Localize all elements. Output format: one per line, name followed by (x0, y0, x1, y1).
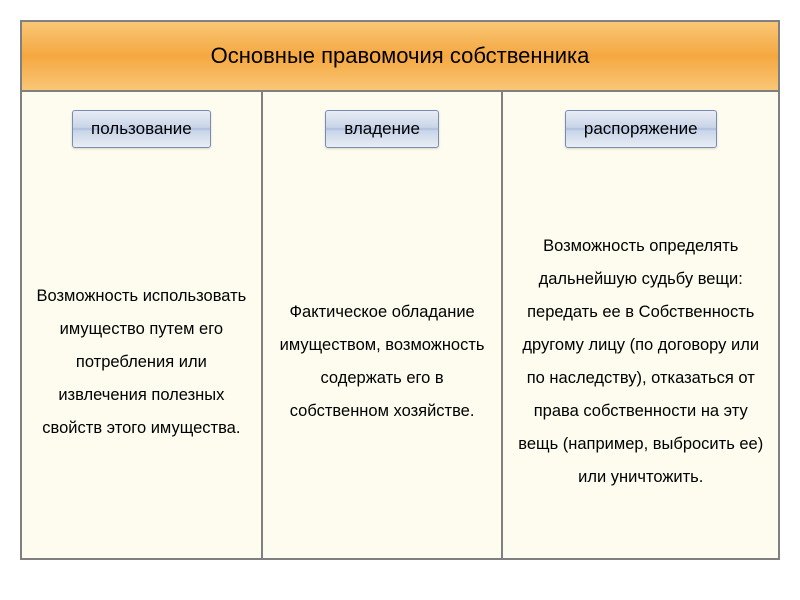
columns-container: пользование Возможность использовать иму… (22, 92, 778, 558)
header-label-possession: владение (325, 110, 439, 148)
body-text: Фактическое обладание имуществом, возмож… (277, 296, 488, 428)
title-text: Основные правомочия собственника (211, 43, 590, 69)
header-cell: владение (263, 92, 502, 166)
body-cell-possession: Фактическое обладание имуществом, возмож… (263, 166, 502, 558)
header-cell: распоряжение (503, 92, 778, 166)
body-text: Возможность использовать имущество путем… (36, 280, 247, 445)
column-disposal: распоряжение Возможность определять даль… (503, 92, 778, 558)
infographic-frame: Основные правомочия собственника пользов… (20, 20, 780, 560)
header-cell: пользование (22, 92, 261, 166)
column-possession: владение Фактическое обладание имущество… (263, 92, 504, 558)
title-bar: Основные правомочия собственника (22, 22, 778, 92)
body-cell-usage: Возможность использовать имущество путем… (22, 166, 261, 558)
header-label-disposal: распоряжение (565, 110, 717, 148)
column-usage: пользование Возможность использовать иму… (22, 92, 263, 558)
body-text: Возможность определять дальнейшую судьбу… (517, 230, 764, 494)
body-cell-disposal: Возможность определять дальнейшую судьбу… (503, 166, 778, 558)
header-label-usage: пользование (72, 110, 211, 148)
